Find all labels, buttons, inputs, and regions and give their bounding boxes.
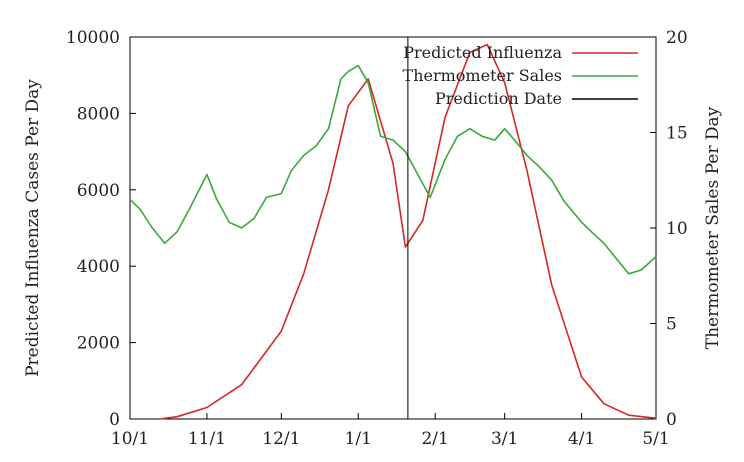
right-tick-label: 0 (666, 410, 677, 430)
x-tick-label: 4/1 (568, 429, 595, 449)
left-tick-label: 2000 (77, 334, 120, 354)
y-axis-left-title: Predicted Influenza Cases Per Day (23, 79, 43, 377)
thermometer-sales-legend-label: Thermometer Sales (403, 66, 562, 85)
right-tick-label: 20 (666, 28, 688, 48)
x-tick-label: 11/1 (188, 429, 226, 449)
right-axis-ticks: 0 5 10 15 20 (650, 28, 688, 430)
x-tick-label: 12/1 (262, 429, 300, 449)
left-axis-ticks: 0 2000 4000 6000 8000 10000 (66, 28, 136, 430)
x-tick-label: 1/1 (345, 429, 372, 449)
right-tick-label: 10 (666, 219, 688, 239)
x-tick-label: 3/1 (491, 429, 518, 449)
thermometer-sales-line (129, 64, 657, 275)
left-tick-label: 6000 (77, 181, 120, 201)
right-tick-label: 5 (666, 315, 677, 335)
x-tick-label: 5/1 (642, 429, 669, 449)
predicted-influenza-line (159, 43, 657, 420)
x-axis-ticks: 10/1 11/1 12/1 1/1 2/1 3/1 4/1 5/1 (111, 413, 670, 449)
y-axis-right-title: Thermometer Sales Per Day (703, 106, 723, 349)
x-tick-label: 10/1 (111, 429, 149, 449)
left-tick-label: 10000 (66, 28, 120, 48)
predicted-influenza-legend-label: Predicted Influenza (403, 43, 562, 62)
legend: Predicted Influenza Thermometer Sales Pred… (403, 43, 638, 108)
series-layer (129, 37, 657, 420)
left-tick-label: 8000 (77, 104, 120, 124)
left-tick-label: 4000 (77, 257, 120, 277)
x-tick-label: 2/1 (421, 429, 448, 449)
right-tick-label: 15 (666, 124, 688, 144)
left-tick-label: 0 (109, 410, 120, 430)
prediction-date-legend-label: Prediction Date (435, 89, 562, 108)
